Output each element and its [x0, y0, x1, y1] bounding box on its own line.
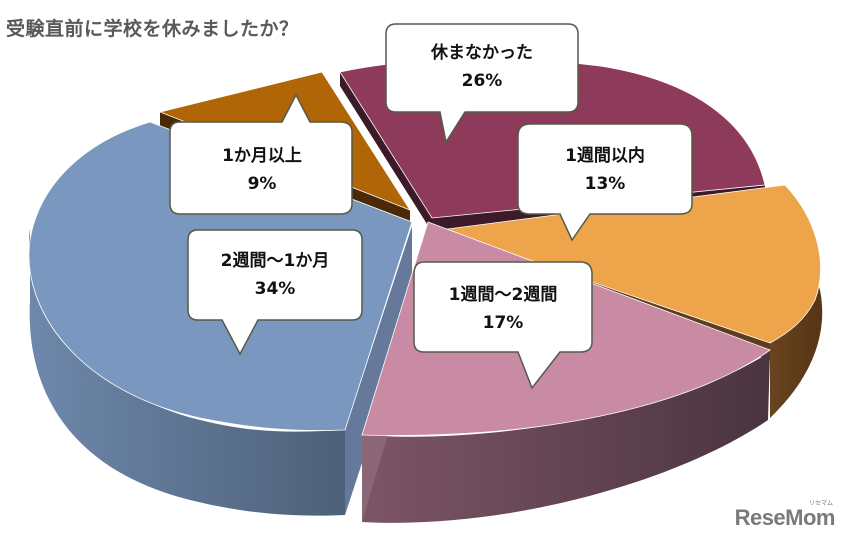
callout-label: 2週間〜1か月 — [221, 251, 330, 271]
callout-value: 13% — [585, 174, 626, 194]
callout-value: 26% — [462, 71, 503, 91]
logo-text: ReseMom — [734, 505, 836, 530]
callout-1kagetsu-ijou: 1か月以上 9% — [169, 93, 353, 215]
callout-label: 1週間以内 — [565, 145, 645, 166]
chart-title: 受験直前に学校を休みましたか？ — [6, 18, 299, 40]
callout-label: 1か月以上 — [222, 146, 302, 166]
callout-value: 17% — [483, 313, 524, 333]
callout-2shukan-1kagetsu: 2週間〜1か月 34% — [187, 229, 363, 356]
callout-yasumanakatta: 休まなかった 26% — [385, 23, 579, 144]
callout-1shukan-inai: 1週間以内 13% — [517, 123, 693, 242]
callout-1shukan-2shukan: 1週間〜2週間 17% — [413, 261, 593, 390]
logo-subtext: リセマム — [808, 501, 833, 507]
callout-value: 34% — [255, 279, 296, 299]
callout-label: 1週間〜2週間 — [449, 285, 558, 305]
callout-value: 9% — [248, 174, 277, 194]
resemom-logo: ReseMom リセマム — [734, 501, 836, 531]
callout-label: 休まなかった — [430, 42, 533, 63]
